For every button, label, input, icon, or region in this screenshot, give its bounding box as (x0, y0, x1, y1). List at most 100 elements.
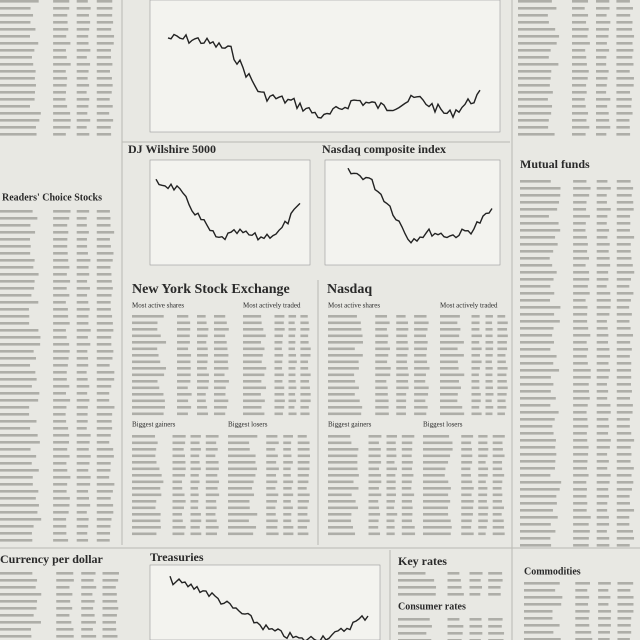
row-text (288, 360, 297, 364)
row-text (172, 487, 183, 490)
row-text (0, 42, 39, 45)
row-text (572, 0, 589, 3)
row-text (190, 487, 199, 490)
row-text (398, 586, 437, 589)
row-text (132, 526, 161, 529)
row-text (414, 393, 429, 396)
row-text (53, 280, 71, 283)
row-text (76, 112, 88, 115)
row-text (488, 572, 503, 575)
row-text (190, 474, 199, 477)
row-text (518, 77, 551, 80)
row-text (53, 427, 69, 430)
row-text (328, 454, 358, 458)
row-text (132, 448, 157, 451)
row-text (573, 194, 590, 197)
row-text (0, 49, 35, 52)
row-text (243, 360, 262, 364)
row-text (214, 328, 229, 331)
row-text (596, 91, 607, 94)
row-text (190, 448, 201, 451)
row-text (197, 367, 207, 370)
row-text (596, 439, 611, 442)
row-text (172, 519, 183, 523)
row-text (205, 467, 219, 471)
row-text (616, 243, 631, 246)
row-text (274, 360, 283, 364)
row-text (485, 373, 493, 377)
row-text (81, 586, 97, 589)
row-text (520, 250, 554, 253)
row-text (53, 322, 70, 325)
row-text (520, 523, 551, 526)
row-text (368, 519, 379, 523)
row-text (524, 603, 562, 606)
row-text (214, 360, 228, 364)
row-text (414, 399, 426, 403)
row-text (300, 347, 311, 351)
row-text (596, 544, 610, 547)
row-text (440, 347, 458, 351)
row-text (423, 474, 445, 477)
row-text (368, 532, 381, 536)
row-text (616, 537, 635, 540)
row-text (0, 77, 35, 80)
row-text (575, 596, 590, 599)
row-text (53, 266, 70, 269)
row-text (520, 369, 560, 372)
row-text (520, 257, 550, 260)
row-text (520, 460, 556, 463)
row-text (328, 441, 352, 445)
row-text (132, 406, 165, 409)
row-text (492, 513, 502, 516)
row-text (616, 119, 630, 122)
row-text (447, 618, 460, 621)
row-text (524, 624, 560, 627)
row-text (76, 14, 89, 17)
row-text (471, 412, 482, 416)
row-text (53, 63, 71, 66)
trend-line (167, 33, 481, 120)
row-text (328, 532, 356, 536)
row-text (205, 487, 218, 490)
row-text (401, 506, 413, 510)
row-text (368, 500, 379, 503)
row-text (96, 287, 113, 290)
row-text (596, 112, 609, 115)
row-text (520, 390, 551, 393)
row-text (616, 208, 634, 211)
row-text (243, 354, 263, 357)
row-text (300, 328, 310, 331)
row-text (396, 406, 406, 409)
row-text (288, 315, 297, 318)
row-text (53, 231, 69, 234)
row-text (469, 618, 482, 621)
row-text (76, 308, 90, 311)
row-text (368, 461, 382, 464)
row-text (288, 354, 297, 357)
row-text (520, 530, 556, 533)
row-text (461, 441, 472, 445)
row-text (56, 614, 70, 617)
row-text (485, 393, 494, 396)
row-text (53, 98, 66, 101)
row-text (53, 518, 67, 521)
row-text (190, 461, 200, 464)
row-text (76, 238, 87, 241)
row-text (132, 513, 161, 516)
row-text (616, 523, 630, 526)
row-text (243, 393, 261, 396)
row-text (596, 236, 608, 239)
row-text (300, 334, 309, 338)
row-text (616, 432, 632, 435)
row-text (76, 427, 87, 430)
row-text (573, 264, 586, 267)
row-text (53, 378, 67, 381)
row-text (596, 397, 608, 400)
row-text (485, 367, 493, 370)
row-text (214, 321, 227, 325)
row-text (76, 420, 88, 423)
row-text (461, 506, 474, 510)
row-text (520, 292, 555, 295)
row-text (572, 91, 587, 94)
